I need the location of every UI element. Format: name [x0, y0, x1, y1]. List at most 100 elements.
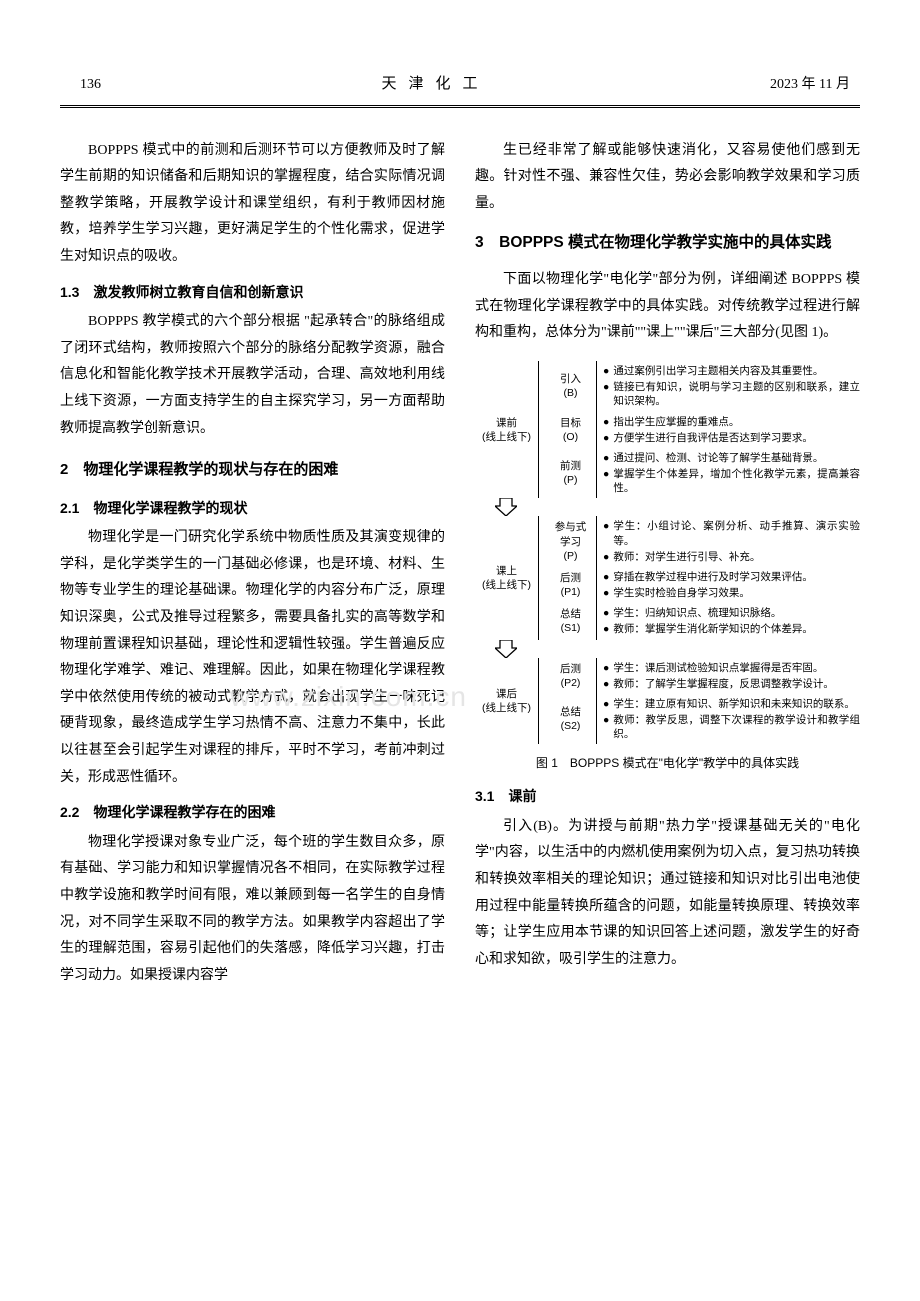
- bullet-text: 教师：对学生进行引导、补充。: [613, 550, 860, 564]
- left-column: BOPPPS 模式中的前测和后测环节可以方便教师及时了解学生前期的知识储备和后期…: [60, 138, 445, 992]
- bullet-dot-icon: ●: [601, 622, 613, 636]
- arrow-down-icon: [475, 498, 539, 516]
- flowchart-phase: 课前(线上线下)引入(B)●通过案例引出学习主题相关内容及其重要性。●链接已有知…: [475, 361, 860, 498]
- bullet-dot-icon: ●: [601, 519, 613, 547]
- bullet-item: ●教师：掌握学生消化新学知识的个体差异。: [601, 621, 860, 637]
- bullet-item: ●掌握学生个体差异，增加个性化教学元素，提高兼容性。: [601, 466, 860, 496]
- step-bullets: ●指出学生应掌握的重难点。●方便学生进行自我评估是否达到学习要求。: [597, 412, 860, 448]
- bullet-text: 指出学生应掌握的重难点。: [613, 415, 860, 429]
- phase-steps: 参与式学习(P)●学生：小组讨论、案例分析、动手推算、演示实验等。●教师：对学生…: [539, 516, 860, 639]
- bullet-dot-icon: ●: [601, 415, 613, 429]
- bullet-text: 教师：了解学生掌握程度，反思调整教学设计。: [613, 677, 860, 691]
- journal-title: 天津化工: [382, 70, 490, 99]
- step-bullets: ●通过案例引出学习主题相关内容及其重要性。●链接已有知识，说明与学习主题的区别和…: [597, 361, 860, 412]
- step-bullets: ●学生：课后测试检验知识点掌握得是否牢固。●教师：了解学生掌握程度，反思调整教学…: [597, 658, 860, 694]
- subsection-heading: 2.1 物理化学课程教学的现状: [60, 495, 445, 522]
- bullet-dot-icon: ●: [601, 713, 613, 741]
- bullet-dot-icon: ●: [601, 586, 613, 600]
- bullet-item: ●方便学生进行自我评估是否达到学习要求。: [601, 430, 860, 446]
- bullet-item: ●通过案例引出学习主题相关内容及其重要性。: [601, 363, 860, 379]
- body-paragraph: 物理化学授课对象专业广泛，每个班的学生数目众多，原有基础、学习能力和知识掌握情况…: [60, 830, 445, 990]
- subsection-heading: 3.1 课前: [475, 783, 860, 810]
- step-label: 后测(P2): [545, 658, 597, 694]
- flowchart-step: 引入(B)●通过案例引出学习主题相关内容及其重要性。●链接已有知识，说明与学习主…: [539, 361, 860, 412]
- bullet-dot-icon: ●: [601, 380, 613, 408]
- bullet-item: ●穿插在教学过程中进行及时学习效果评估。: [601, 569, 860, 585]
- phase-label: 课上(线上线下): [475, 516, 539, 639]
- step-label: 总结(S1): [545, 603, 597, 639]
- arrow-down-icon: [475, 640, 539, 658]
- content-columns: BOPPPS 模式中的前测和后测环节可以方便教师及时了解学生前期的知识储备和后期…: [60, 138, 860, 992]
- bullet-item: ●链接已有知识，说明与学习主题的区别和联系，建立知识架构。: [601, 379, 860, 409]
- bullet-text: 链接已有知识，说明与学习主题的区别和联系，建立知识架构。: [613, 380, 860, 408]
- bullet-dot-icon: ●: [601, 661, 613, 675]
- body-paragraph: 下面以物理化学"电化学"部分为例，详细阐述 BOPPPS 模式在物理化学课程教学…: [475, 267, 860, 347]
- bullet-text: 学生：归纳知识点、梳理知识脉络。: [613, 606, 860, 620]
- bullet-item: ●学生：建立原有知识、新学知识和未来知识的联系。: [601, 696, 860, 712]
- bullet-item: ●学生：课后测试检验知识点掌握得是否牢固。: [601, 660, 860, 676]
- body-paragraph: 物理化学是一门研究化学系统中物质性质及其演变规律的学科，是化学类学生的一门基础必…: [60, 525, 445, 791]
- step-label: 目标(O): [545, 412, 597, 448]
- page-header: 136 天津化工 2023 年 11 月: [60, 70, 860, 108]
- subsection-heading: 1.3 激发教师树立教育自信和创新意识: [60, 279, 445, 306]
- bullet-dot-icon: ●: [601, 570, 613, 584]
- flowchart-step: 前测(P)●通过提问、检测、讨论等了解学生基础背景。●掌握学生个体差异，增加个性…: [539, 448, 860, 499]
- phase-label: 课前(线上线下): [475, 361, 539, 498]
- bullet-text: 方便学生进行自我评估是否达到学习要求。: [613, 431, 860, 445]
- bullet-text: 掌握学生个体差异，增加个性化教学元素，提高兼容性。: [613, 467, 860, 495]
- step-label: 总结(S2): [545, 694, 597, 745]
- section-heading: 3 BOPPPS 模式在物理化学教学实施中的具体实践: [475, 229, 860, 257]
- bullet-item: ●教师：了解学生掌握程度，反思调整教学设计。: [601, 676, 860, 692]
- bullet-dot-icon: ●: [601, 550, 613, 564]
- step-bullets: ●穿插在教学过程中进行及时学习效果评估。●学生实时检验自身学习效果。: [597, 567, 860, 603]
- body-paragraph: 引入(B)。为讲授与前期"热力学"授课基础无关的"电化学"内容，以生活中的内燃机…: [475, 814, 860, 974]
- bullet-text: 学生实时检验自身学习效果。: [613, 586, 860, 600]
- bullet-item: ●学生实时检验自身学习效果。: [601, 585, 860, 601]
- flowchart-step: 总结(S2)●学生：建立原有知识、新学知识和未来知识的联系。●教师：教学反思，调…: [539, 694, 860, 745]
- body-paragraph: BOPPPS 模式中的前测和后测环节可以方便教师及时了解学生前期的知识储备和后期…: [60, 138, 445, 271]
- bullet-text: 通过提问、检测、讨论等了解学生基础背景。: [613, 451, 860, 465]
- bullet-item: ●学生：小组讨论、案例分析、动手推算、演示实验等。: [601, 518, 860, 548]
- issue-date: 2023 年 11 月: [770, 72, 860, 99]
- phase-steps: 后测(P2)●学生：课后测试检验知识点掌握得是否牢固。●教师：了解学生掌握程度，…: [539, 658, 860, 745]
- section-heading: 2 物理化学课程教学的现状与存在的困难: [60, 456, 445, 485]
- flowchart-step: 总结(S1)●学生：归纳知识点、梳理知识脉络。●教师：掌握学生消化新学知识的个体…: [539, 603, 860, 639]
- bullet-item: ●教师：教学反思，调整下次课程的教学设计和教学组织。: [601, 712, 860, 742]
- bullet-text: 穿插在教学过程中进行及时学习效果评估。: [613, 570, 860, 584]
- bullet-dot-icon: ●: [601, 467, 613, 495]
- flowchart-phase: 课上(线上线下)参与式学习(P)●学生：小组讨论、案例分析、动手推算、演示实验等…: [475, 516, 860, 639]
- page-number: 136: [60, 72, 101, 99]
- bullet-text: 学生：小组讨论、案例分析、动手推算、演示实验等。: [613, 519, 860, 547]
- bullet-text: 学生：课后测试检验知识点掌握得是否牢固。: [613, 661, 860, 675]
- step-bullets: ●学生：小组讨论、案例分析、动手推算、演示实验等。●教师：对学生进行引导、补充。: [597, 516, 860, 567]
- body-paragraph: BOPPPS 教学模式的六个部分根据 "起承转合"的脉络组成了闭环式结构，教师按…: [60, 309, 445, 442]
- bullet-dot-icon: ●: [601, 606, 613, 620]
- bullet-dot-icon: ●: [601, 697, 613, 711]
- bullet-item: ●学生：归纳知识点、梳理知识脉络。: [601, 605, 860, 621]
- flowchart-step: 参与式学习(P)●学生：小组讨论、案例分析、动手推算、演示实验等。●教师：对学生…: [539, 516, 860, 567]
- bullet-text: 学生：建立原有知识、新学知识和未来知识的联系。: [613, 697, 860, 711]
- step-label: 后测(P1): [545, 567, 597, 603]
- step-bullets: ●学生：建立原有知识、新学知识和未来知识的联系。●教师：教学反思，调整下次课程的…: [597, 694, 860, 745]
- bullet-item: ●通过提问、检测、讨论等了解学生基础背景。: [601, 450, 860, 466]
- flowchart-step: 后测(P1)●穿插在教学过程中进行及时学习效果评估。●学生实时检验自身学习效果。: [539, 567, 860, 603]
- flowchart-step: 目标(O)●指出学生应掌握的重难点。●方便学生进行自我评估是否达到学习要求。: [539, 412, 860, 448]
- figure-caption: 图 1 BOPPPS 模式在"电化学"教学中的具体实践: [475, 752, 860, 775]
- step-bullets: ●学生：归纳知识点、梳理知识脉络。●教师：掌握学生消化新学知识的个体差异。: [597, 603, 860, 639]
- bullet-dot-icon: ●: [601, 364, 613, 378]
- step-label: 引入(B): [545, 361, 597, 412]
- flowchart-phase: 课后(线上线下)后测(P2)●学生：课后测试检验知识点掌握得是否牢固。●教师：了…: [475, 658, 860, 745]
- bullet-item: ●教师：对学生进行引导、补充。: [601, 549, 860, 565]
- right-column: 生已经非常了解或能够快速消化，又容易使他们感到无趣。针对性不强、兼容性欠佳，势必…: [475, 138, 860, 992]
- bullet-dot-icon: ●: [601, 431, 613, 445]
- flowchart-figure: 课前(线上线下)引入(B)●通过案例引出学习主题相关内容及其重要性。●链接已有知…: [475, 361, 860, 744]
- phase-label: 课后(线上线下): [475, 658, 539, 745]
- bullet-dot-icon: ●: [601, 677, 613, 691]
- bullet-text: 教师：掌握学生消化新学知识的个体差异。: [613, 622, 860, 636]
- step-label: 参与式学习(P): [545, 516, 597, 567]
- bullet-dot-icon: ●: [601, 451, 613, 465]
- bullet-text: 通过案例引出学习主题相关内容及其重要性。: [613, 364, 860, 378]
- step-label: 前测(P): [545, 448, 597, 499]
- flowchart-step: 后测(P2)●学生：课后测试检验知识点掌握得是否牢固。●教师：了解学生掌握程度，…: [539, 658, 860, 694]
- phase-steps: 引入(B)●通过案例引出学习主题相关内容及其重要性。●链接已有知识，说明与学习主…: [539, 361, 860, 498]
